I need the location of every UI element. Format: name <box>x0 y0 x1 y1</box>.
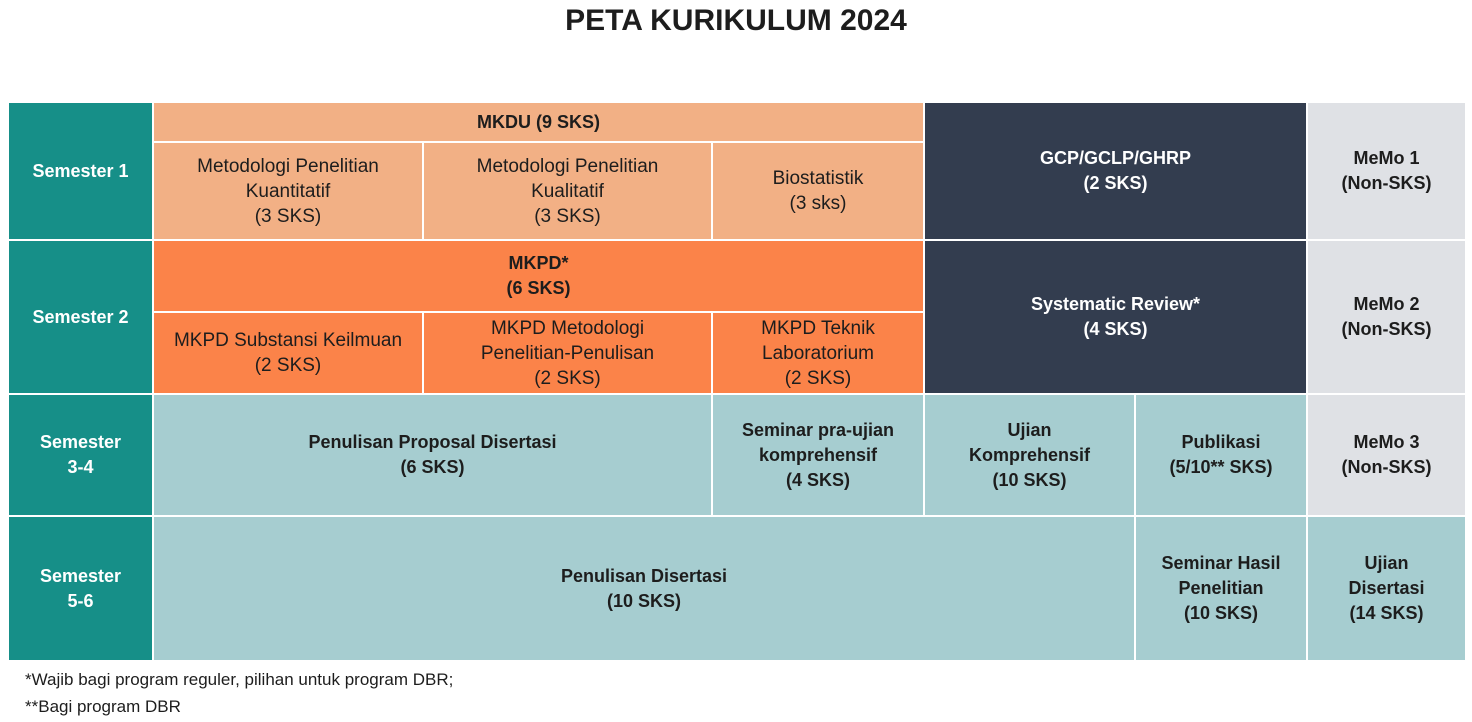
cell-line: Penelitian <box>1178 578 1264 598</box>
cell-line: komprehensif <box>758 444 878 465</box>
cell-line: Metodologi Penelitian <box>197 155 379 177</box>
curriculum-cell: Ujian Komprehensif (10 SKS) <box>924 394 1135 516</box>
cell-line: Semester <box>39 432 122 452</box>
cell-line: MKDU (9 SKS) <box>476 111 600 132</box>
curriculum-cell: Metodologi Penelitian Kuantitatif (3 SKS) <box>153 142 423 240</box>
cell-line: MeMo 2 <box>1353 294 1420 314</box>
cell-line: Penulisan Proposal Disertasi <box>308 432 557 452</box>
curriculum-cell: MKDU (9 SKS) <box>153 102 924 142</box>
cell-line: MKPD Teknik <box>761 317 875 339</box>
curriculum-cell: Biostatistik (3 sks) <box>712 142 924 240</box>
cell-line: Metodologi Penelitian <box>476 155 659 177</box>
cell-line: Systematic Review* <box>1030 294 1201 314</box>
cell-line: 3-4 <box>67 457 94 477</box>
curriculum-cell: MKPD Teknik Laboratorium (2 SKS) <box>712 312 924 394</box>
cell-line: (6 SKS) <box>506 278 571 298</box>
title: PETA KURIKULUM 2024 <box>565 4 907 37</box>
cell-line: (3 sks) <box>789 193 847 214</box>
cell-line: (10 SKS) <box>1183 603 1259 623</box>
cell-line: (Non-SKS) <box>1341 457 1432 477</box>
curriculum-cell: MKPD* (6 SKS) <box>153 240 924 312</box>
cell-line: (10 SKS) <box>606 590 682 611</box>
curriculum-cell: MeMo 3 (Non-SKS) <box>1307 394 1466 516</box>
cell-line: (Non-SKS) <box>1341 319 1432 339</box>
cell-line: 5-6 <box>67 590 94 611</box>
cell-line: (10 SKS) <box>992 469 1067 490</box>
curriculum-cell: Publikasi (5/10** SKS) <box>1135 394 1307 516</box>
cell-line: Penelitian-Penulisan <box>480 342 655 364</box>
cell-line: (5/10** SKS) <box>1169 457 1273 477</box>
curriculum-cell: Semester 2 <box>8 240 153 394</box>
cell-line: (3 SKS) <box>534 205 601 227</box>
cell-line: Disertasi <box>1348 578 1425 598</box>
cell-line: (4 SKS) <box>1083 319 1148 339</box>
curriculum-cell: Ujian Disertasi (14 SKS) <box>1307 516 1466 661</box>
cell-line: MeMo 1 <box>1353 148 1420 168</box>
cell-line: (3 SKS) <box>254 205 322 227</box>
curriculum-cell: MKPD Metodologi Penelitian-Penulisan (2 SK… <box>423 312 712 394</box>
cell-line: (2 SKS) <box>784 367 852 389</box>
cell-line: MeMo 3 <box>1353 432 1420 452</box>
cell-line: Ujian <box>1007 419 1052 440</box>
cell-line: Semester 2 <box>32 306 129 327</box>
cell-line: Komprehensif <box>968 444 1091 465</box>
cell-line: Laboratorium <box>762 342 874 364</box>
footnote: **Bagi program DBR <box>25 697 181 716</box>
curriculum-cell: Semester 1 <box>8 102 153 240</box>
curriculum-cell: Penulisan Proposal Disertasi (6 SKS) <box>153 394 712 516</box>
curriculum-cell: Seminar Hasil Penelitian (10 SKS) <box>1135 516 1307 661</box>
cell-line: Semester 1 <box>32 160 129 181</box>
cell-line: MKPD Metodologi <box>490 317 645 339</box>
cell-line: Penulisan Disertasi <box>560 565 728 586</box>
cell-line: (Non-SKS) <box>1341 173 1432 193</box>
curriculum-cell: Metodologi Penelitian Kualitatif (3 SKS) <box>423 142 712 240</box>
cell-line: MKPD Substansi Keilmuan <box>173 330 403 351</box>
cell-line: Kualitatif <box>531 180 604 202</box>
cell-line: Biostatistik <box>772 168 864 189</box>
curriculum-cell: Semester 3-4 <box>8 394 153 516</box>
cell-line: Kuantitatif <box>245 180 331 202</box>
cell-line: Seminar pra-ujian <box>741 419 895 440</box>
footnote: *Wajib bagi program reguler, pilihan unt… <box>25 670 454 689</box>
curriculum-cell: MeMo 2 (Non-SKS) <box>1307 240 1466 394</box>
curriculum-cell: GCP/GCLP/GHRP (2 SKS) <box>924 102 1307 240</box>
curriculum-cell: Seminar pra-ujian komprehensif (4 SKS) <box>712 394 924 516</box>
cell-line: (14 SKS) <box>1349 603 1424 623</box>
cell-line: (6 SKS) <box>400 457 465 477</box>
cell-line: GCP/GCLP/GHRP <box>1039 148 1191 168</box>
cell-line: Ujian <box>1364 553 1409 573</box>
curriculum-cell: Penulisan Disertasi (10 SKS) <box>153 516 1135 661</box>
cell-line: Publikasi <box>1181 432 1261 452</box>
curriculum-cell: Systematic Review* (4 SKS) <box>924 240 1307 394</box>
cell-line: (4 SKS) <box>785 469 850 490</box>
cell-line: (2 SKS) <box>254 355 322 376</box>
cell-line: Semester <box>39 565 122 586</box>
cell-line: (2 SKS) <box>534 367 601 389</box>
curriculum-cell: MKPD Substansi Keilmuan (2 SKS) <box>153 312 423 394</box>
cell-line: (2 SKS) <box>1083 173 1148 193</box>
curriculum-cell: MeMo 1 (Non-SKS) <box>1307 102 1466 240</box>
cell-line: Seminar Hasil <box>1161 553 1281 573</box>
cell-line: MKPD* <box>508 253 569 273</box>
curriculum-cell: Semester 5-6 <box>8 516 153 661</box>
